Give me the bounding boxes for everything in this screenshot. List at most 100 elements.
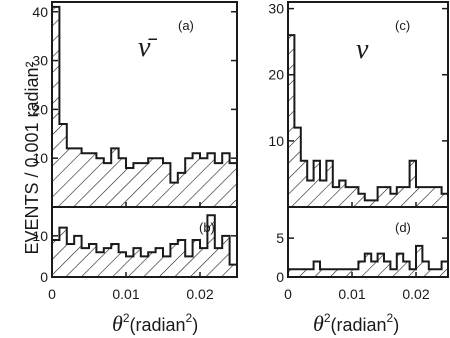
y-axis-label: EVENTS / 0.001 radian² (22, 61, 42, 254)
panel-frame-b (51, 206, 238, 278)
histogram-bin-b-24 (229, 264, 237, 277)
histogram-bin-c-10 (352, 187, 359, 207)
x-axis-label-left: θ2(radian2) (112, 311, 198, 336)
panel-frame-d (287, 206, 449, 278)
histogram-bin-d-7 (332, 269, 340, 277)
particle-symbol-neutrino: ν (356, 34, 369, 65)
y-tick-label-d-1: 5 (276, 230, 284, 246)
histogram-bin-b-23 (222, 235, 230, 277)
histogram-bin-d-24 (441, 261, 448, 277)
histogram-bin-b-17 (177, 239, 186, 277)
histogram-bin-a-22 (214, 163, 223, 207)
histogram-bin-c-21 (422, 187, 429, 207)
histogram-outline-c (287, 34, 449, 207)
y-tick-label-a-3: 40 (32, 4, 48, 20)
y-tick-label-c-0: 10 (268, 133, 284, 149)
panel-label-b: (b) (199, 220, 215, 235)
histogram-bin-a-16 (170, 182, 178, 207)
histogram-bin-c-6 (326, 160, 333, 207)
histogram-bin-a-1 (59, 124, 67, 207)
y-tick-label-a-0: 10 (32, 150, 48, 166)
histogram-bin-c-0 (288, 35, 295, 208)
histogram-bin-a-7 (103, 163, 112, 207)
histogram-bin-c-16 (390, 193, 397, 207)
histogram-bin-d-22 (428, 269, 436, 277)
histogram-bin-b-22 (214, 248, 223, 277)
histogram-bin-c-1 (294, 127, 301, 207)
histogram-bin-b-4 (81, 248, 89, 277)
panel-b: 0 10 0 0.01 0.02 (32, 206, 238, 302)
x-axis-label-right: θ2(radian2) (313, 311, 399, 336)
histogram-bin-b-5 (89, 244, 97, 277)
x-axis-symbol-right: θ (313, 311, 324, 336)
histogram-bin-c-24 (441, 193, 448, 207)
x-tick-label-b-0: 0 (48, 286, 56, 302)
histogram-bin-c-5 (320, 180, 327, 207)
histogram-bin-a-17 (177, 172, 186, 207)
x-axis-close-left: ) (192, 315, 198, 335)
histogram-bin-b-13 (148, 252, 156, 277)
histogram-bin-c-2 (300, 160, 308, 207)
panel-d: 0 5 0 0.01 0.02 (276, 206, 449, 302)
histogram-bin-a-8 (111, 148, 119, 207)
histogram-bin-c-12 (364, 200, 372, 207)
histogram-bin-a-13 (148, 158, 156, 207)
histogram-outline-b (51, 214, 238, 277)
x-axis-unit-power-right: 2 (387, 311, 394, 325)
histogram-bin-b-11 (133, 248, 141, 277)
histogram-bin-a-12 (140, 163, 149, 207)
histogram-bin-c-17 (396, 187, 404, 207)
histogram-bin-d-8 (339, 269, 346, 277)
histogram-bin-d-2 (300, 269, 308, 277)
histogram-bin-b-0 (52, 239, 60, 277)
y-tick-label-b-1: 10 (32, 228, 48, 244)
x-axis-power-left: 2 (123, 311, 130, 325)
histogram-bin-d-20 (416, 245, 423, 277)
histogram-bin-d-17 (396, 253, 404, 277)
histogram-bin-d-18 (403, 261, 410, 277)
histogram-bin-a-11 (133, 163, 141, 207)
histogram-bin-a-2 (66, 148, 75, 207)
histogram-bin-c-9 (345, 187, 352, 207)
histogram-bin-c-15 (384, 187, 391, 207)
histogram-bin-d-0 (288, 269, 295, 277)
histogram-bin-d-15 (384, 261, 391, 277)
histogram-bin-c-11 (358, 193, 365, 207)
y-tick-label-c-2: 30 (268, 1, 284, 17)
histogram-bin-a-9 (118, 158, 126, 207)
histogram-bin-d-6 (326, 269, 333, 277)
particle-symbol-antineutrino: ν̄ (138, 32, 157, 63)
histogram-bin-d-14 (377, 253, 384, 277)
histogram-bin-a-0 (52, 6, 60, 208)
histogram-bin-d-5 (320, 269, 327, 277)
histogram-bin-b-2 (66, 244, 75, 277)
histogram-bin-a-4 (81, 153, 89, 207)
panel-a: 10 20 30 40 (32, 1, 238, 208)
x-tick-label-b-1: 0.01 (112, 286, 139, 302)
histogram-bin-a-14 (155, 158, 163, 207)
histogram-bin-b-12 (140, 256, 149, 277)
histogram-bin-c-23 (435, 187, 442, 207)
histogram-bin-b-10 (126, 256, 134, 277)
histogram-bin-d-4 (313, 261, 320, 277)
panel-label-c: (c) (395, 18, 410, 33)
histogram-bin-a-21 (207, 153, 215, 207)
y-tick-label-b-0: 0 (40, 269, 48, 285)
histogram-bin-d-10 (352, 269, 359, 277)
histogram-bin-a-15 (163, 163, 171, 207)
histogram-bin-a-23 (222, 153, 230, 207)
histogram-bin-b-8 (111, 244, 119, 277)
histogram-bin-a-18 (185, 158, 193, 207)
histogram-bin-a-19 (192, 153, 200, 207)
histogram-bin-b-9 (118, 252, 126, 277)
x-axis-unit-left: (radian (130, 315, 186, 335)
histogram-bin-a-5 (89, 153, 97, 207)
histogram-bin-c-8 (339, 180, 346, 207)
histogram-bin-d-23 (435, 269, 442, 277)
histogram-bin-d-16 (390, 269, 397, 277)
histogram-bin-c-22 (428, 187, 436, 207)
histogram-bin-b-16 (170, 244, 178, 277)
y-tick-label-c-1: 20 (268, 67, 284, 83)
histogram-bin-b-6 (96, 252, 104, 277)
